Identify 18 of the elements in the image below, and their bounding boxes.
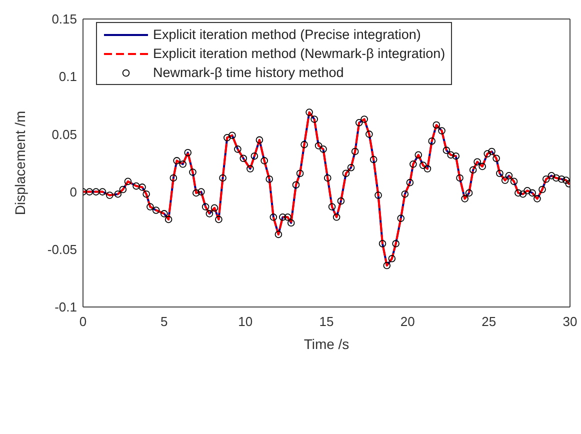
y-tick-label: 0.05 (52, 126, 77, 142)
y-tick-label: 0 (70, 184, 77, 200)
y-tick-label: 0.15 (52, 12, 77, 27)
y-tick-label: 0.1 (58, 69, 77, 84)
y-tick-label: -0.05 (47, 242, 77, 258)
x-tick-label: 25 (482, 314, 496, 330)
legend-label: Newmark-β time history method (153, 65, 344, 80)
x-tick-label: 20 (400, 314, 415, 330)
legend-label: Explicit iteration method (Newmark-β integration) (153, 46, 446, 61)
x-tick-label: 0 (79, 314, 87, 330)
legend-label: Explicit iteration method (Precise integration) (153, 27, 421, 42)
x-tick-label: 30 (562, 314, 578, 330)
y-axis-title: Displacement /m (12, 110, 28, 216)
x-tick-label: 5 (160, 314, 168, 330)
x-axis-title: Time /s (304, 336, 350, 352)
x-tick-label: 10 (238, 314, 253, 330)
y-tick-label: -0.1 (54, 300, 77, 315)
x-tick-label: 15 (319, 314, 334, 330)
